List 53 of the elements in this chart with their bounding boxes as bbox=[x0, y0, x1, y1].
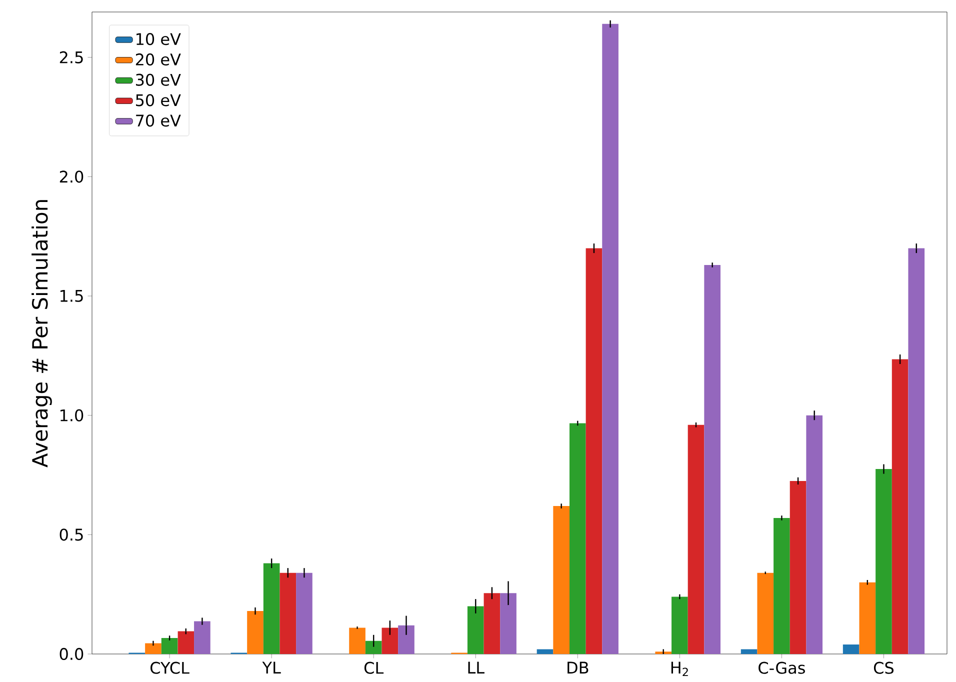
bar bbox=[602, 24, 618, 654]
bar bbox=[672, 596, 688, 654]
y-tick-label: 2.0 bbox=[60, 170, 84, 183]
bar bbox=[790, 480, 806, 654]
bar bbox=[757, 572, 774, 654]
bar bbox=[263, 563, 280, 654]
bar bbox=[842, 644, 860, 654]
bar bbox=[536, 649, 554, 654]
legend-label: 20 eV bbox=[136, 53, 181, 66]
x-tick-label: CS bbox=[874, 662, 894, 674]
x-tick-label: C-Gas bbox=[758, 662, 805, 674]
legend-label: 30 eV bbox=[136, 74, 181, 86]
x-tick-label: LL bbox=[468, 662, 484, 674]
bar bbox=[178, 631, 194, 654]
bar bbox=[806, 415, 823, 654]
y-tick-label: 2.5 bbox=[60, 51, 83, 64]
y-tick-label: 0.0 bbox=[60, 648, 84, 660]
y-tick-label: 1.0 bbox=[60, 409, 84, 422]
bar bbox=[280, 572, 296, 654]
bar bbox=[247, 611, 264, 654]
bar bbox=[365, 640, 382, 654]
bar bbox=[398, 625, 414, 654]
bar bbox=[382, 628, 398, 654]
legend-label: 10 eV bbox=[136, 33, 181, 46]
bar bbox=[467, 606, 484, 654]
bar bbox=[145, 643, 162, 654]
bar bbox=[349, 628, 366, 654]
x-tick-label: H$_{2}$ bbox=[671, 662, 688, 676]
y-axis-title: Average # Per Simulation bbox=[32, 200, 52, 468]
legend-label: 50 eV bbox=[136, 94, 181, 106]
bar bbox=[500, 593, 516, 654]
bar bbox=[296, 572, 312, 654]
bar bbox=[876, 469, 892, 654]
y-tick-label: 0.5 bbox=[60, 528, 83, 541]
x-tick-label: CL bbox=[364, 662, 384, 674]
bar bbox=[553, 506, 570, 654]
bar bbox=[569, 423, 586, 654]
bar bbox=[740, 649, 758, 654]
bar bbox=[194, 621, 210, 654]
bar bbox=[859, 582, 876, 654]
x-tick-label: YL bbox=[262, 662, 281, 674]
legend-label: 70 eV bbox=[136, 114, 181, 127]
x-tick-label: CYCL bbox=[150, 662, 190, 674]
bar bbox=[892, 359, 908, 654]
bar bbox=[774, 518, 790, 654]
bar bbox=[908, 248, 925, 654]
bar bbox=[586, 248, 602, 654]
bar bbox=[688, 424, 704, 654]
x-tick-label: DB bbox=[568, 662, 588, 674]
bar bbox=[484, 593, 500, 654]
bar bbox=[161, 638, 178, 654]
bar bbox=[704, 264, 720, 654]
y-tick-label: 1.5 bbox=[60, 290, 83, 302]
